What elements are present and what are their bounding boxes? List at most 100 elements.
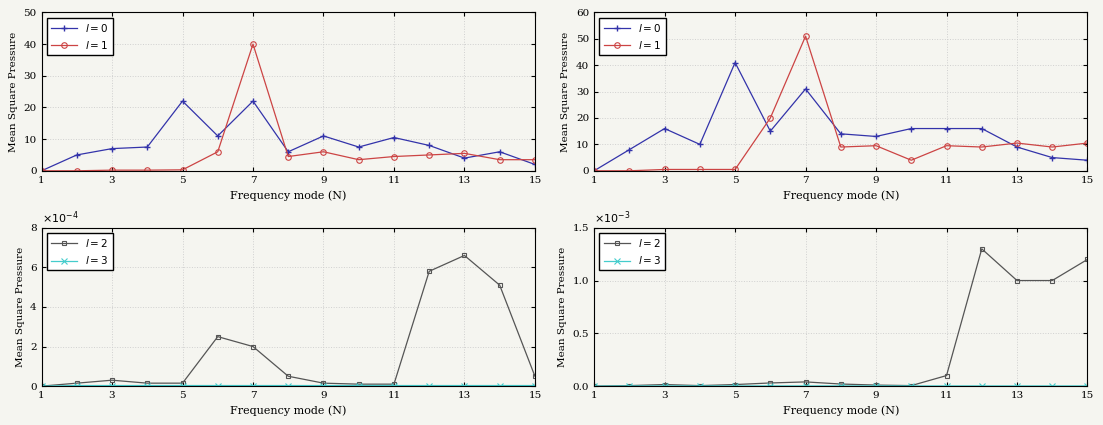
$l=3$: [1010, 383, 1024, 388]
$l=1$: [869, 143, 882, 148]
$l=2$: [317, 381, 330, 386]
$l=3$: [763, 383, 777, 388]
$l=2$: [387, 382, 400, 387]
$l=0$: [422, 143, 436, 148]
$l=0$: [175, 99, 189, 104]
X-axis label: Frequency mode (N): Frequency mode (N): [231, 190, 346, 201]
$l=0$: [940, 126, 953, 131]
$l=2$: [352, 382, 365, 387]
$l=2$: [106, 378, 119, 383]
$l=1$: [975, 144, 988, 150]
$l=2$: [975, 246, 988, 252]
X-axis label: Frequency mode (N): Frequency mode (N): [231, 405, 346, 416]
$l=2$: [141, 381, 154, 386]
X-axis label: Frequency mode (N): Frequency mode (N): [783, 405, 899, 416]
$l=0$: [211, 133, 224, 139]
$l=2$: [763, 380, 777, 385]
$l=3$: [281, 383, 295, 388]
$l=3$: [1081, 383, 1094, 388]
$l=0$: [834, 131, 847, 136]
$l=1$: [141, 167, 154, 173]
Line: $l=1$: $l=1$: [39, 41, 537, 173]
$l=1$: [1046, 144, 1059, 150]
$l=2$: [588, 384, 601, 389]
$l=1$: [175, 167, 189, 173]
$l=1$: [246, 42, 259, 47]
$l=2$: [458, 253, 471, 258]
$l=1$: [940, 143, 953, 148]
$l=2$: [528, 374, 542, 379]
Y-axis label: Mean Square Pressure: Mean Square Pressure: [9, 31, 18, 152]
$l=2$: [869, 382, 882, 388]
$l=1$: [834, 144, 847, 150]
$l=1$: [658, 167, 672, 172]
Legend: $l=2$, $l=3$: $l=2$, $l=3$: [599, 233, 665, 270]
$l=3$: [387, 383, 400, 388]
$l=2$: [658, 382, 672, 387]
$l=1$: [422, 153, 436, 158]
$l=3$: [904, 383, 918, 388]
Y-axis label: Mean Square Pressure: Mean Square Pressure: [561, 31, 570, 152]
$l=0$: [281, 149, 295, 154]
$l=0$: [693, 142, 706, 147]
$l=2$: [211, 334, 224, 339]
$l=1$: [904, 158, 918, 163]
$l=1$: [458, 151, 471, 156]
$l=0$: [317, 133, 330, 139]
$l=2$: [493, 283, 506, 288]
$l=0$: [458, 156, 471, 161]
$l=1$: [1010, 141, 1024, 146]
$l=3$: [352, 383, 365, 388]
$l=0$: [1081, 158, 1094, 163]
$l=1$: [387, 154, 400, 159]
$l=3$: [106, 383, 119, 388]
$l=2$: [1081, 257, 1094, 262]
$l=3$: [834, 383, 847, 388]
$l=2$: [623, 383, 636, 388]
$l=0$: [141, 144, 154, 150]
$l=0$: [1046, 155, 1059, 160]
Line: $l=0$: $l=0$: [39, 98, 538, 174]
$l=2$: [940, 373, 953, 378]
$l=3$: [975, 383, 988, 388]
Line: $l=1$: $l=1$: [591, 34, 1090, 173]
$l=3$: [422, 383, 436, 388]
Text: $\times 10^{-3}$: $\times 10^{-3}$: [595, 210, 631, 226]
$l=0$: [975, 126, 988, 131]
$l=1$: [106, 167, 119, 173]
$l=2$: [834, 382, 847, 387]
$l=1$: [211, 149, 224, 154]
$l=3$: [246, 383, 259, 388]
$l=1$: [493, 157, 506, 162]
Y-axis label: Mean Square Pressure: Mean Square Pressure: [15, 247, 24, 367]
$l=1$: [281, 154, 295, 159]
$l=0$: [728, 60, 741, 65]
Legend: $l=0$, $l=1$: $l=0$, $l=1$: [46, 17, 113, 55]
$l=1$: [799, 34, 812, 39]
$l=1$: [728, 167, 741, 172]
$l=0$: [763, 129, 777, 134]
$l=0$: [658, 126, 672, 131]
$l=1$: [1081, 141, 1094, 146]
$l=3$: [658, 383, 672, 388]
$l=1$: [588, 168, 601, 173]
$l=2$: [1046, 278, 1059, 283]
$l=0$: [493, 149, 506, 154]
$l=0$: [904, 126, 918, 131]
$l=3$: [458, 383, 471, 388]
$l=2$: [728, 382, 741, 387]
$l=1$: [352, 157, 365, 162]
$l=3$: [869, 383, 882, 388]
$l=3$: [35, 384, 49, 389]
$l=2$: [693, 383, 706, 388]
$l=1$: [623, 168, 636, 173]
$l=3$: [940, 383, 953, 388]
$l=2$: [35, 384, 49, 389]
$l=3$: [799, 383, 812, 388]
$l=0$: [588, 168, 601, 173]
$l=3$: [588, 384, 601, 389]
$l=0$: [623, 147, 636, 152]
Line: $l=2$: $l=2$: [591, 246, 1090, 388]
Legend: $l=2$, $l=3$: $l=2$, $l=3$: [46, 233, 113, 270]
$l=0$: [528, 162, 542, 167]
